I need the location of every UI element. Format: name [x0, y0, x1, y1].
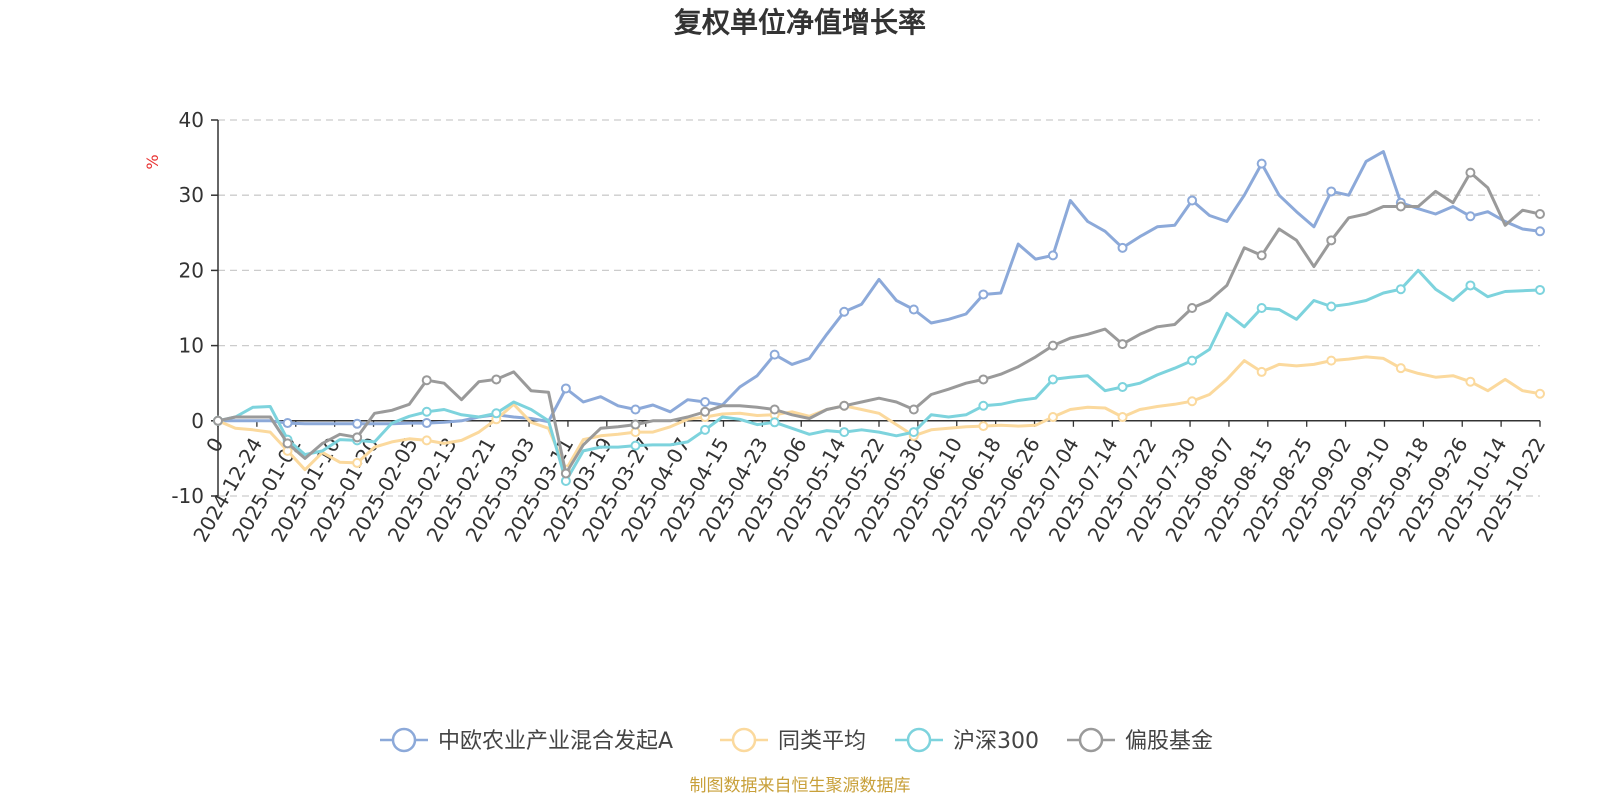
chart-title: 复权单位净值增长率	[674, 6, 926, 39]
data-point	[1187, 355, 1198, 366]
x-ticks: 02024-12-242025-01-022025-01-102025-01-2…	[188, 420, 1550, 546]
data-point	[1535, 226, 1545, 237]
data-point	[213, 415, 223, 426]
data-point	[908, 304, 919, 315]
data-point	[769, 404, 780, 415]
data-point	[978, 400, 989, 411]
data-point	[769, 349, 780, 360]
legend-item-3[interactable]: 偏股基金	[1067, 727, 1213, 754]
data-point	[1465, 280, 1476, 291]
data-point	[978, 289, 989, 300]
data-point	[491, 374, 502, 385]
data-point	[1326, 355, 1337, 366]
data-point	[491, 408, 502, 419]
legend-item-1[interactable]: 同类平均	[720, 727, 866, 754]
data-point	[1395, 363, 1406, 374]
data-point	[700, 397, 711, 407]
data-point	[978, 421, 989, 432]
data-point	[908, 427, 919, 438]
series-group	[213, 150, 1545, 486]
grid-lines	[218, 119, 1540, 497]
data-point	[700, 424, 711, 435]
data-point	[839, 400, 850, 411]
data-point	[908, 404, 919, 415]
data-point	[1187, 303, 1198, 313]
legend-label: 偏股基金	[1125, 729, 1213, 754]
data-point	[1465, 167, 1476, 178]
legend-item-2[interactable]: 沪深300	[895, 727, 1039, 754]
series-line-1	[217, 355, 1541, 472]
data-point	[1256, 158, 1267, 169]
y-tick-label: -10	[171, 484, 204, 508]
legend-item-0[interactable]: 中欧农业产业混合发起A	[380, 727, 673, 754]
data-point	[630, 404, 641, 415]
series-line-2	[217, 268, 1541, 483]
data-point	[1047, 374, 1058, 385]
legend-label: 沪深300	[953, 729, 1039, 754]
data-point	[978, 374, 989, 385]
data-point	[352, 457, 363, 468]
legend-marker-icon	[731, 727, 757, 753]
y-tick-label: 0	[191, 409, 204, 433]
data-point	[560, 468, 571, 479]
data-point	[1256, 303, 1267, 313]
series-line-0	[218, 150, 1541, 426]
data-point	[1535, 388, 1545, 399]
data-point	[1117, 381, 1128, 392]
data-point	[282, 418, 293, 429]
data-point	[1047, 250, 1058, 261]
data-point	[1117, 242, 1128, 253]
series-line-3	[217, 171, 1541, 475]
data-point	[1256, 366, 1267, 377]
data-point	[421, 406, 432, 417]
data-point	[1326, 301, 1337, 312]
data-point	[1465, 376, 1476, 387]
data-point	[769, 417, 780, 428]
data-point	[1535, 284, 1545, 295]
data-point	[630, 419, 641, 430]
data-point	[1395, 201, 1406, 212]
y-tick-label: 40	[179, 108, 204, 132]
data-point	[1117, 412, 1128, 423]
data-point	[1326, 235, 1337, 246]
source-note: 制图数据来自恒生聚源数据库	[690, 776, 911, 796]
data-point	[282, 438, 293, 449]
legend[interactable]: 中欧农业产业混合发起A 同类平均 沪深300 偏股基金	[380, 727, 1213, 754]
data-point	[630, 440, 641, 451]
data-point	[421, 418, 432, 429]
data-point	[421, 375, 432, 386]
data-point	[1465, 211, 1476, 222]
data-point	[352, 432, 363, 443]
legend-marker-icon	[1078, 727, 1104, 753]
data-point	[1326, 186, 1337, 197]
y-tick-label: 20	[179, 258, 204, 282]
y-ticks: -10 0 10 20 30 40	[171, 108, 218, 508]
data-point	[839, 306, 850, 317]
data-point	[352, 418, 363, 429]
data-point	[1117, 339, 1128, 350]
data-point	[1395, 284, 1406, 295]
data-point	[1256, 250, 1267, 261]
data-point	[421, 435, 432, 446]
data-point	[1047, 412, 1058, 423]
legend-label: 同类平均	[778, 729, 866, 754]
legend-marker-icon	[391, 727, 417, 753]
legend-label: 中欧农业产业混合发起A	[438, 729, 673, 754]
data-point	[839, 427, 850, 438]
y-axis-label: %	[143, 154, 162, 169]
legend-marker-icon	[906, 727, 932, 753]
y-tick-label: 10	[179, 334, 204, 358]
data-point	[1535, 209, 1545, 219]
data-point	[560, 383, 571, 394]
data-point	[700, 406, 711, 417]
data-point	[1047, 340, 1058, 351]
data-point	[1187, 195, 1198, 206]
x-tick-label: 0	[201, 433, 228, 456]
data-point	[1187, 396, 1198, 407]
y-tick-label: 30	[179, 183, 204, 207]
